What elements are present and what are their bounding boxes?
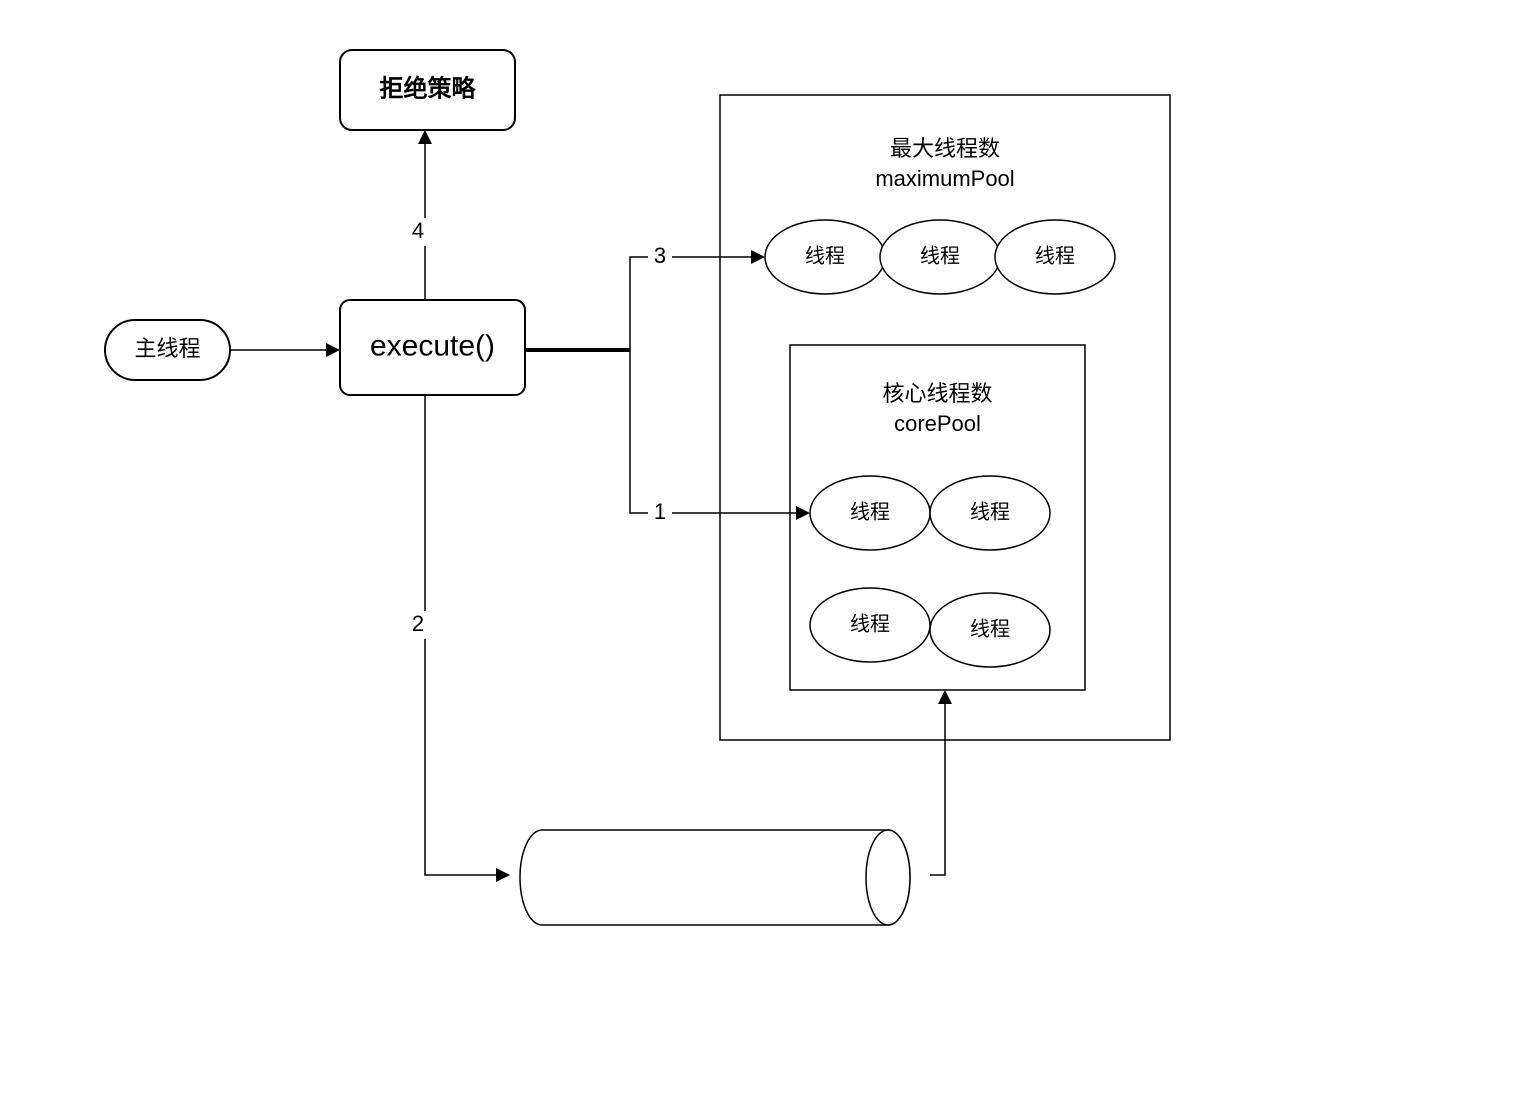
core-thread-label-0: 线程 [850, 500, 890, 523]
edge-branch-2 [425, 395, 500, 875]
max-pool-title-1: 最大线程数 [890, 136, 1000, 161]
core-pool-title-1: 核心线程数 [882, 381, 992, 406]
edge-label-execute-to-reject: 4 [412, 218, 424, 243]
max-thread-label-1: 线程 [920, 244, 960, 267]
queue-cap [866, 830, 910, 925]
core-thread-label-3: 线程 [970, 617, 1010, 640]
core-thread-label-2: 线程 [850, 612, 890, 635]
edge-label-branch-3: 3 [654, 243, 666, 268]
max-thread-label-2: 线程 [1035, 244, 1075, 267]
max-thread-label-0: 线程 [805, 244, 845, 267]
core-thread-label-1: 线程 [970, 500, 1010, 523]
execute-label: execute() [370, 329, 495, 362]
max-pool-title-2: maximumPool [875, 166, 1014, 191]
edge-label-branch-2: 2 [412, 611, 424, 636]
main-thread-label: 主线程 [134, 336, 200, 361]
reject-policy-label: 拒绝策略 [380, 74, 477, 102]
core-pool-title-2: corePool [894, 411, 981, 436]
edge-label-branch-1: 1 [654, 499, 666, 524]
queue-cylinder [520, 830, 910, 925]
